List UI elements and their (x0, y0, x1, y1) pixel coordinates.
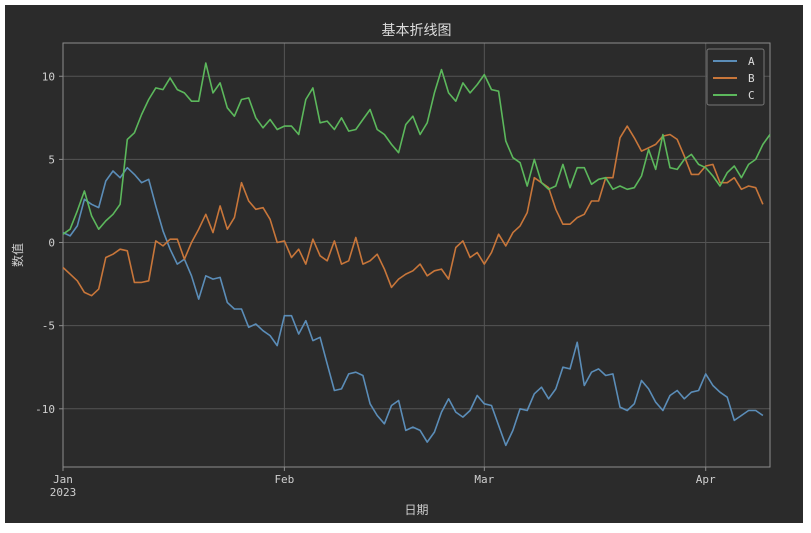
legend-label: A (748, 55, 755, 68)
legend-label: B (748, 72, 755, 85)
y-tick-label: -5 (42, 320, 55, 333)
series-lines (62, 62, 771, 447)
chart-title: 基本折线图 (382, 22, 452, 39)
series-line-a (62, 166, 764, 447)
y-axis-label: 数值 (10, 243, 25, 267)
y-tick-label: -10 (35, 403, 55, 416)
legend: ABC (706, 48, 765, 106)
chart-figure (5, 5, 803, 523)
y-axis: 10 5 0 -5 -10 (35, 70, 63, 416)
legend-label: C (748, 89, 755, 102)
x-tick-label: Jan (53, 473, 73, 486)
y-tick-label: 10 (42, 70, 55, 83)
series-line-c (62, 62, 771, 235)
y-tick-label: 0 (48, 237, 55, 250)
plot-frame (62, 42, 771, 468)
x-tick-label: Apr (696, 473, 716, 486)
x-tick-sublabel: 2023 (50, 486, 77, 499)
series-line-b (62, 125, 764, 297)
x-tick-label: Feb (274, 473, 294, 486)
grid-lines (62, 43, 770, 467)
x-tick-label: Mar (474, 473, 494, 486)
y-tick-label: 5 (48, 153, 55, 166)
x-axis-label: 日期 (404, 503, 428, 517)
